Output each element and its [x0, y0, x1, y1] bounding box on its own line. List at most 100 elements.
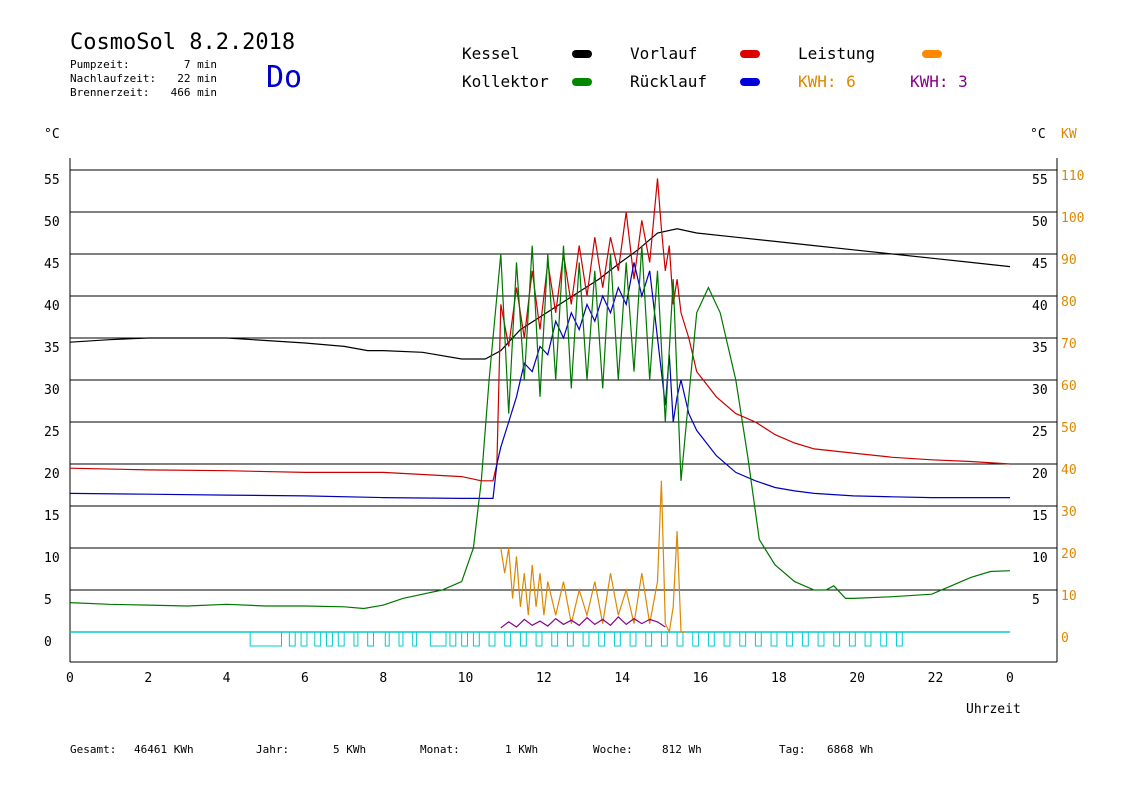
x-axis-label: Uhrzeit: [966, 702, 1021, 717]
pump-block: [613, 631, 621, 647]
pump-block: [337, 631, 345, 647]
left-axis-unit: °C: [44, 127, 60, 142]
weekday-label: Do: [266, 60, 303, 95]
kwh-total-2: KWH: 3: [910, 72, 968, 91]
x-tick-label: 0: [66, 671, 74, 686]
y-tick-label-right: 45: [1032, 257, 1048, 272]
footer-monat-value: 1 KWh: [505, 743, 539, 756]
x-tick-label: 6: [301, 671, 309, 686]
legend-kollektor-label: Kollektor: [462, 72, 549, 91]
pump-block: [786, 631, 794, 647]
pump-block: [692, 631, 700, 647]
right-axis-unit-kw: KW: [1061, 127, 1077, 142]
pump-block: [504, 631, 512, 647]
legend-vorlauf-swatch: [740, 50, 760, 58]
pump-block: [519, 631, 527, 647]
footer-jahr-value: 5 KWh: [333, 743, 367, 756]
pump-block: [895, 631, 903, 647]
footer-monat-label: Monat:: [420, 743, 460, 756]
y-tick-label-right: 10: [1032, 551, 1048, 566]
footer-woche-value: 812 Wh: [662, 743, 702, 756]
legend-kessel-swatch: [572, 50, 592, 58]
x-tick-label: 4: [223, 671, 231, 686]
x-tick-label: 14: [614, 671, 630, 686]
stat-nachlaufzeit-value: 22 min: [177, 72, 217, 85]
pump-block: [848, 631, 856, 647]
y-tick-label: 5: [44, 593, 52, 608]
kwh-total-1: KWH: 6: [798, 72, 856, 91]
stat-brennerzeit-value: 466 min: [170, 86, 217, 99]
pump-block: [429, 631, 447, 647]
y-tick-label-right: 20: [1032, 467, 1048, 482]
y-tick-label: 45: [44, 257, 60, 272]
pump-block: [598, 631, 606, 647]
y-tick-label-right: 40: [1032, 299, 1048, 314]
pump-block: [723, 631, 731, 647]
y-tick-label-right: 50: [1032, 215, 1048, 230]
y2-tick-label: 80: [1061, 295, 1077, 310]
series-line-kessel: [69, 228, 1011, 360]
footer-tag-value: 6868 Wh: [827, 743, 874, 756]
footer-gesamt-value: 46461 KWh: [134, 743, 194, 756]
series-line-leistung: [500, 480, 685, 635]
stat-nachlaufzeit-label: Nachlaufzeit:: [70, 72, 157, 85]
series-line-kollektor: [69, 245, 1011, 610]
stat-pumpzeit-value: 7 min: [183, 58, 217, 71]
pump-block: [707, 631, 715, 647]
y-tick-label-right: 30: [1032, 383, 1048, 398]
pump-block: [645, 631, 653, 647]
x-tick-label: 10: [458, 671, 474, 686]
y2-tick-label: 100: [1061, 211, 1084, 226]
y-tick-label-right: 5: [1032, 593, 1040, 608]
y-tick-label: 40: [44, 299, 60, 314]
y2-tick-label: 0: [1061, 631, 1069, 646]
x-tick-label: 20: [849, 671, 865, 686]
y2-tick-label: 90: [1061, 253, 1077, 268]
y-tick-label: 20: [44, 467, 60, 482]
stat-pumpzeit-label: Pumpzeit:: [70, 58, 130, 71]
stat-brennerzeit-label: Brennerzeit:: [70, 86, 150, 99]
x-tick-label: 12: [536, 671, 552, 686]
y2-tick-label: 70: [1061, 337, 1077, 352]
y-tick-label: 35: [44, 341, 60, 356]
y-tick-label-right: 55: [1032, 173, 1048, 188]
x-tick-label: 16: [693, 671, 709, 686]
footer-jahr-label: Jahr:: [256, 743, 290, 756]
footer-woche-label: Woche:: [593, 743, 633, 756]
y-tick-label-right: 35: [1032, 341, 1048, 356]
pump-block: [300, 631, 308, 647]
pump-block: [629, 631, 637, 647]
pump-block: [461, 631, 469, 647]
y-tick-label: 10: [44, 551, 60, 566]
y-tick-label-right: 25: [1032, 425, 1048, 440]
pump-block: [676, 631, 684, 647]
pump-block: [288, 631, 296, 647]
pump-block: [801, 631, 809, 647]
pump-block: [314, 631, 322, 647]
y2-tick-label: 30: [1061, 505, 1077, 520]
pump-block: [582, 631, 590, 647]
y2-tick-label: 60: [1061, 379, 1077, 394]
y-tick-label: 0: [44, 635, 52, 650]
pump-block: [739, 631, 747, 647]
legend-vorlauf-label: Vorlauf: [630, 44, 698, 63]
pump-block: [326, 631, 333, 647]
pump-block: [660, 631, 668, 647]
x-tick-label: 18: [771, 671, 787, 686]
pump-block: [864, 631, 872, 647]
legend-kollektor-swatch: [572, 78, 592, 86]
footer-gesamt-label: Gesamt:: [70, 743, 117, 756]
legend-ruecklauf-label: Rücklauf: [630, 72, 708, 91]
series-line-ruecklauf: [69, 262, 1010, 499]
y-tick-label: 55: [44, 173, 60, 188]
x-tick-label: 22: [928, 671, 944, 686]
pump-block: [412, 631, 418, 647]
y-tick-label: 15: [44, 509, 60, 524]
series-line-kwh2: [500, 616, 666, 629]
pump-block: [817, 631, 825, 647]
y2-tick-label: 110: [1061, 169, 1084, 184]
pump-block: [551, 631, 559, 647]
pump-block: [353, 631, 359, 647]
series-line-vorlauf: [69, 178, 1011, 482]
